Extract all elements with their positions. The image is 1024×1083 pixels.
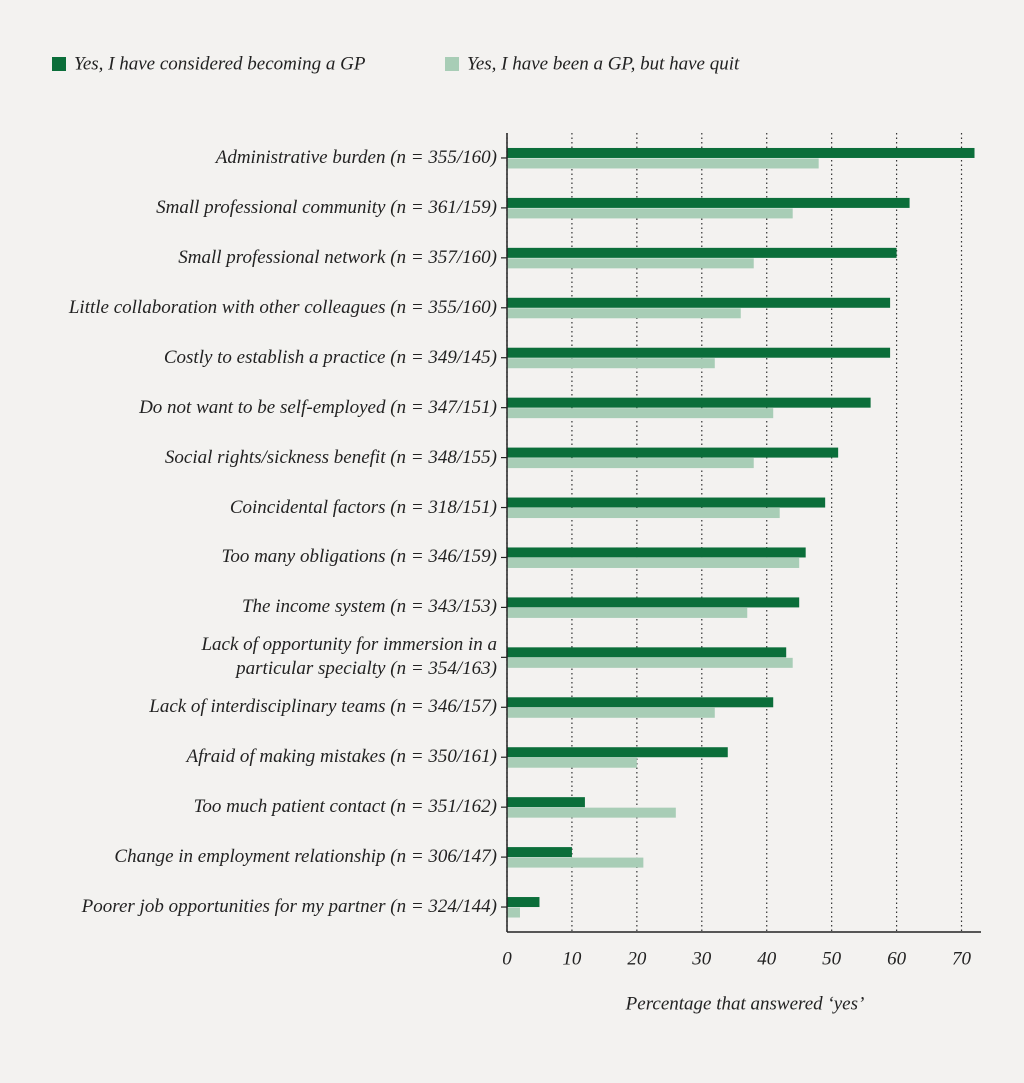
x-tick-label: 30: [691, 948, 712, 969]
bar: [507, 547, 806, 558]
y-tick-label: Do not want to be self-employed (n = 347…: [139, 396, 497, 418]
bar: [507, 797, 585, 808]
y-tick-label: Administrative burden (n = 355/160): [215, 146, 497, 168]
x-tick-label: 60: [887, 948, 907, 969]
y-tick-label: Costly to establish a practice (n = 349/…: [163, 346, 497, 368]
bar: [507, 147, 975, 158]
legend-label: Yes, I have considered becoming a GP: [74, 53, 366, 74]
bar: [507, 707, 715, 718]
bar: [507, 847, 572, 858]
y-tick-label: Lack of opportunity for immersion in a p…: [201, 634, 497, 680]
bar: [507, 397, 871, 408]
bar: [507, 857, 644, 868]
bar: [507, 358, 715, 369]
bar: [507, 508, 780, 519]
legend-swatch: [52, 57, 66, 71]
y-tick-label: Lack of interdisciplinary teams (n = 346…: [149, 696, 497, 718]
x-axis-label: Percentage that answered ‘yes’: [625, 993, 865, 1014]
bar: [507, 447, 839, 458]
bar: [507, 197, 910, 208]
bar: [507, 458, 754, 469]
x-tick-label: 0: [502, 948, 512, 969]
x-tick-label: 50: [822, 948, 842, 969]
bar: [507, 408, 774, 419]
y-tick-label: Afraid of making mistakes (n = 350/161): [186, 746, 497, 768]
bar: [507, 308, 741, 319]
y-tick-label: Too many obligations (n = 346/159): [221, 546, 498, 568]
x-tick-label: 70: [952, 948, 972, 969]
bar: [507, 657, 793, 668]
bar: [507, 208, 793, 219]
bar: [507, 897, 540, 908]
bar: [507, 347, 891, 358]
bar: [507, 597, 800, 608]
y-tick-label: Small professional network (n = 357/160): [178, 246, 497, 268]
y-tick-label: The income system (n = 343/153): [241, 596, 497, 618]
bar: [507, 497, 826, 508]
x-tick-label: 40: [757, 948, 777, 969]
x-tick-label: 10: [562, 948, 582, 969]
y-tick-label: Poorer job opportunities for my partner …: [81, 896, 497, 918]
y-tick-label: Social rights/sickness benefit (n = 348/…: [164, 446, 497, 468]
bar: [507, 907, 520, 918]
bar: [507, 607, 748, 618]
bar: [507, 158, 819, 169]
bar: [507, 247, 897, 258]
bar: [507, 757, 637, 768]
y-tick-label: Small professional community (n = 361/15…: [156, 196, 497, 218]
bar: [507, 557, 800, 568]
y-tick-label: Coincidental factors (n = 318/151): [229, 496, 497, 518]
bar: [507, 647, 787, 658]
bar: [507, 747, 728, 758]
bar: [507, 297, 891, 308]
bar: [507, 697, 774, 708]
x-tick-label: 20: [627, 948, 647, 969]
y-tick-label: Too much patient contact (n = 351/162): [193, 796, 497, 818]
bar: [507, 258, 754, 269]
legend-swatch: [445, 57, 459, 71]
y-tick-label: Little collaboration with other colleagu…: [68, 296, 497, 318]
y-tick-label: Change in employment relationship (n = 3…: [114, 846, 497, 868]
legend-label: Yes, I have been a GP, but have quit: [467, 53, 740, 74]
bar: [507, 807, 676, 818]
